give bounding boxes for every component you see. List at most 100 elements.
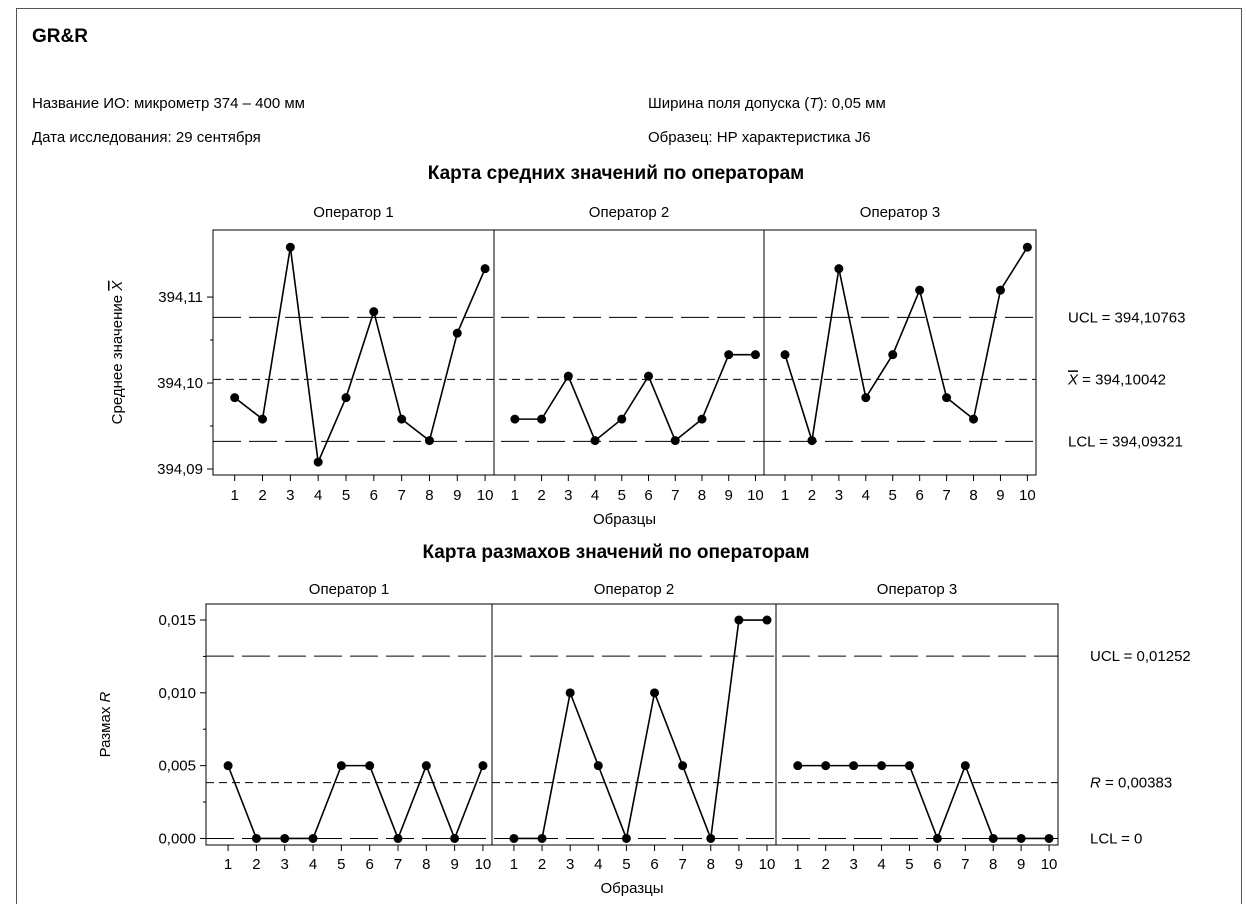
data-point (780, 350, 790, 360)
data-point (590, 436, 600, 446)
lcl-label: LCL = 0 (1090, 830, 1142, 847)
x-tick-label: 8 (698, 487, 706, 504)
report-frame (16, 8, 1242, 904)
data-point (1016, 833, 1026, 843)
x-tick-label: 9 (450, 856, 458, 873)
y-tick-label: 0,000 (158, 830, 196, 847)
x-tick-label: 8 (989, 856, 997, 873)
y-axis-label: Среднее значение X (109, 280, 126, 425)
data-point (960, 761, 970, 771)
tolerance-label: Ширина поля допуска (T): 0,05 мм (648, 95, 886, 112)
series-line (784, 246, 1029, 441)
data-point (1022, 242, 1032, 252)
data-point (593, 761, 603, 771)
data-point (280, 833, 290, 843)
x-tick-label: 8 (422, 856, 430, 873)
x-tick-label: 9 (453, 487, 461, 504)
x-tick-label: 6 (933, 856, 941, 873)
range-chart-title: Карта размахов значений по операторам (422, 542, 810, 563)
x-tick-label: 7 (394, 856, 402, 873)
x-tick-label: 6 (650, 856, 658, 873)
data-point (397, 414, 407, 424)
x-tick-label: 4 (877, 856, 885, 873)
x-tick-label: 9 (996, 487, 1004, 504)
ucl-label: UCL = 0,01252 (1090, 648, 1191, 665)
x-tick-label: 6 (915, 487, 923, 504)
x-tick-label: 8 (969, 487, 977, 504)
x-tick-label: 7 (942, 487, 950, 504)
data-point (969, 414, 979, 424)
data-point (450, 833, 460, 843)
x-tick-label: 10 (759, 856, 776, 873)
data-point (537, 414, 547, 424)
x-tick-label: 4 (594, 856, 602, 873)
x-axis-label: Образцы (593, 511, 656, 528)
data-point (750, 350, 760, 360)
data-point (565, 688, 575, 698)
x-tick-label: 1 (231, 487, 239, 504)
x-tick-label: 8 (425, 487, 433, 504)
y-tick-label: 0,010 (158, 685, 196, 702)
center-label: R = 0,00383 (1090, 775, 1172, 792)
data-point (563, 371, 573, 381)
data-point (478, 761, 488, 771)
data-point (942, 393, 952, 403)
data-point (258, 414, 268, 424)
data-point (861, 393, 871, 403)
data-point (849, 761, 859, 771)
data-point (807, 436, 817, 446)
x-tick-label: 4 (314, 487, 322, 504)
study-date-label: Дата исследования: 29 сентября (32, 129, 261, 146)
panel-label: Оператор 3 (860, 204, 940, 221)
panel-label: Оператор 1 (309, 581, 389, 598)
x-tick-label: 2 (252, 856, 260, 873)
x-tick-label: 2 (808, 487, 816, 504)
panel-label: Оператор 2 (594, 581, 674, 598)
x-tick-label: 6 (644, 487, 652, 504)
tolerance-suffix: ): 0,05 мм (818, 95, 886, 112)
center-label: X = 394,10042 (1067, 371, 1166, 388)
x-tick-label: 1 (781, 487, 789, 504)
data-point (308, 833, 318, 843)
data-point (341, 393, 351, 403)
x-tick-label: 2 (538, 856, 546, 873)
data-point (621, 833, 631, 843)
series-line (227, 763, 484, 841)
x-tick-label: 2 (258, 487, 266, 504)
data-point (369, 307, 379, 317)
data-point (424, 436, 434, 446)
x-tick-label: 10 (477, 487, 494, 504)
x-tick-label: 7 (671, 487, 679, 504)
y-tick-label: 394,10 (157, 375, 203, 392)
data-point (724, 350, 734, 360)
data-point (480, 264, 490, 274)
x-tick-label: 7 (961, 856, 969, 873)
data-point (888, 350, 898, 360)
data-point (678, 761, 688, 771)
data-point (230, 393, 240, 403)
data-point (904, 761, 914, 771)
data-point (706, 833, 716, 843)
x-tick-label: 2 (537, 487, 545, 504)
x-tick-label: 6 (370, 487, 378, 504)
data-point (537, 833, 547, 843)
data-point (251, 833, 261, 843)
data-point (285, 242, 295, 252)
lcl-label: LCL = 394,09321 (1068, 433, 1183, 450)
tolerance-symbol: T (809, 95, 819, 112)
x-tick-label: 1 (510, 856, 518, 873)
x-tick-label: 5 (342, 487, 350, 504)
data-point (915, 285, 925, 295)
x-tick-label: 3 (835, 487, 843, 504)
x-tick-label: 8 (707, 856, 715, 873)
ucl-label: UCL = 394,10763 (1068, 309, 1185, 326)
y-axis-label: Размах R (97, 691, 114, 757)
data-point (793, 761, 803, 771)
x-tick-label: 4 (862, 487, 870, 504)
data-point (223, 761, 233, 771)
data-point (697, 414, 707, 424)
x-tick-label: 1 (224, 856, 232, 873)
x-tick-label: 5 (337, 856, 345, 873)
